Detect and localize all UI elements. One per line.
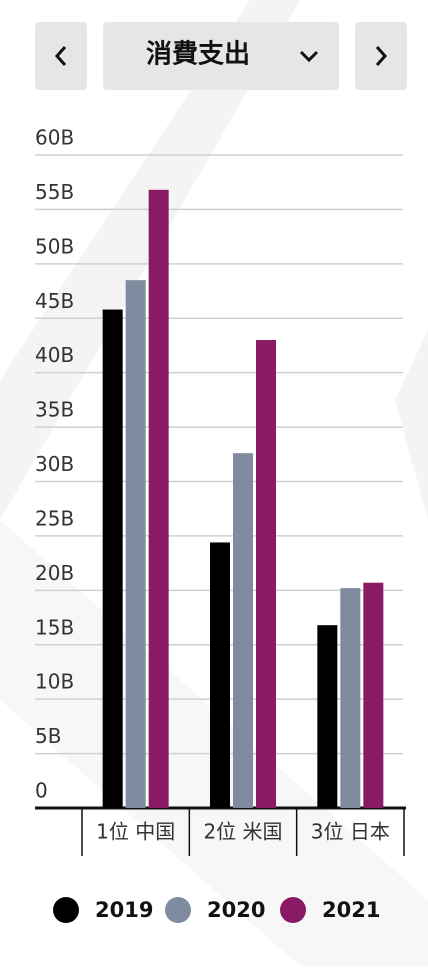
prev-button-bg bbox=[35, 22, 87, 90]
legend-marker bbox=[53, 897, 79, 923]
x-tick-label: 3位 日本 bbox=[311, 820, 390, 844]
bar bbox=[233, 453, 253, 808]
legend-label: 2021 bbox=[322, 898, 380, 922]
y-tick-label: 40B bbox=[35, 343, 74, 367]
selector-bg bbox=[103, 22, 339, 90]
plot: 0 5B 10B 15B 20B 25B 30B 35B 40B 45B 50B 55B 60B 1位 中… bbox=[35, 126, 406, 923]
y-tick-label: 20B bbox=[35, 561, 74, 585]
bar bbox=[256, 340, 276, 808]
prev-button[interactable] bbox=[35, 22, 87, 90]
y-tick-label: 0 bbox=[35, 779, 48, 803]
y-tick-label: 45B bbox=[35, 289, 74, 313]
legend-label: 2019 bbox=[95, 898, 153, 922]
bar bbox=[317, 625, 338, 808]
bar bbox=[210, 542, 230, 808]
dropdown-icon bbox=[299, 50, 319, 63]
y-tick-label: 15B bbox=[35, 615, 74, 639]
next-icon bbox=[375, 46, 388, 66]
y-tick-label: 25B bbox=[35, 506, 74, 530]
background-shape bbox=[395, 330, 428, 520]
bar bbox=[102, 309, 123, 808]
bar bbox=[340, 588, 361, 808]
y-tick-label: 50B bbox=[35, 234, 74, 258]
y-tick-label: 55B bbox=[35, 180, 74, 204]
y-tick-label: 35B bbox=[35, 398, 74, 422]
prev-icon bbox=[54, 46, 67, 66]
next-button[interactable] bbox=[355, 22, 407, 90]
selector-label: 消費支出 bbox=[146, 40, 250, 70]
y-tick-label: 5B bbox=[35, 724, 61, 748]
legend-label: 2020 bbox=[207, 898, 265, 922]
legend-marker bbox=[165, 897, 191, 923]
y-tick-label: 30B bbox=[35, 452, 74, 476]
y-tick-label: 10B bbox=[35, 670, 74, 694]
x-tick-label: 2位 米国 bbox=[203, 820, 282, 844]
selector[interactable]: 消費支出 bbox=[103, 22, 339, 90]
bar bbox=[125, 280, 146, 808]
x-tick-label: 1位 中国 bbox=[96, 820, 175, 844]
legend-marker bbox=[280, 897, 306, 923]
y-tick-label: 60B bbox=[35, 126, 74, 150]
next-button-bg bbox=[355, 22, 407, 90]
bar bbox=[363, 582, 384, 808]
bar bbox=[148, 189, 169, 808]
